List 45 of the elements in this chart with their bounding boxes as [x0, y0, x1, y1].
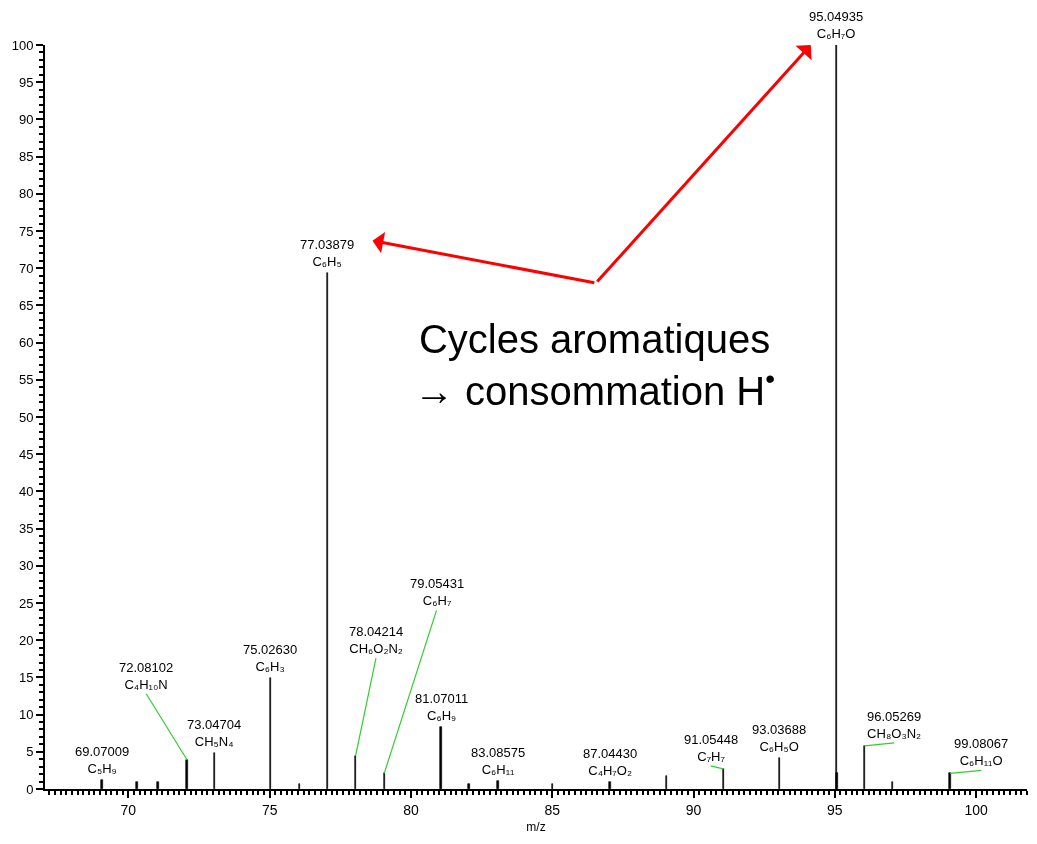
annotation: 93.03688 C₆H₅O: [752, 722, 807, 754]
y-tick-label: 50: [18, 409, 34, 425]
y-tick-label: 5: [26, 744, 34, 760]
annotation: 75.02630 C₆H₃: [243, 642, 298, 674]
y-tick-label: 95: [18, 74, 34, 90]
annotation: 73.04704 CH₅N₄: [187, 717, 242, 749]
annotation: 72.08102 C₄H₁₀N: [119, 660, 174, 692]
y-tick-label: 10: [18, 707, 34, 723]
y-tick-label: 30: [18, 558, 34, 574]
y-tick-label: 90: [18, 111, 34, 127]
annotation: 96.05269 CH₈O₃N₂: [867, 709, 922, 741]
y-tick-label: 35: [18, 521, 34, 537]
y-tick-label: 20: [18, 632, 34, 648]
x-tick-label: 100: [964, 801, 989, 818]
y-tick-label: 55: [18, 372, 34, 388]
y-tick-label: 100: [11, 37, 34, 53]
x-axis-title: m/z: [526, 820, 546, 835]
y-tick-label: 60: [18, 335, 34, 351]
x-tick-label: 80: [403, 801, 419, 818]
y-tick-label: 65: [18, 297, 34, 313]
annotation: 95.04935 C₆H₇O: [809, 9, 864, 41]
y-tick-label: 70: [18, 260, 34, 276]
y-tick-label: 45: [18, 446, 34, 462]
y-tick-label: 80: [18, 186, 34, 202]
y-tick-label: 40: [18, 483, 34, 499]
x-tick-label: 75: [261, 801, 278, 818]
y-tick-label: 85: [18, 149, 34, 165]
y-tick-label: 15: [18, 669, 34, 685]
annotation: 79.05431 C₆H₇: [410, 576, 465, 608]
annotation: 91.05448 C₇H₇: [684, 732, 739, 764]
annotation: 87.04430 C₄H₇O₂: [583, 746, 638, 778]
x-tick-label: 90: [685, 801, 702, 818]
annotation: 99.08067 C₆H₁₁O: [954, 736, 1009, 768]
x-tick-label: 95: [827, 801, 843, 818]
annotation: 83.08575 C₆H₁₁: [471, 745, 526, 777]
y-tick-label: 75: [18, 223, 34, 239]
annotation: 69.07009 C₅H₉: [75, 744, 130, 776]
annotation: 81.07011 C₆H₉: [415, 691, 469, 723]
annotation: 78.04214 CH₆O₂N₂: [349, 624, 404, 656]
annotation: Cycles aromatiques → consommation H$^{•}$: [414, 317, 776, 413]
annotation: 77.03879 C₆H₅: [300, 237, 355, 269]
y-tick-label: 25: [18, 595, 34, 611]
x-tick-label: 85: [544, 801, 561, 818]
y-tick-label: 0: [26, 781, 34, 797]
x-tick-label: 70: [120, 801, 137, 818]
